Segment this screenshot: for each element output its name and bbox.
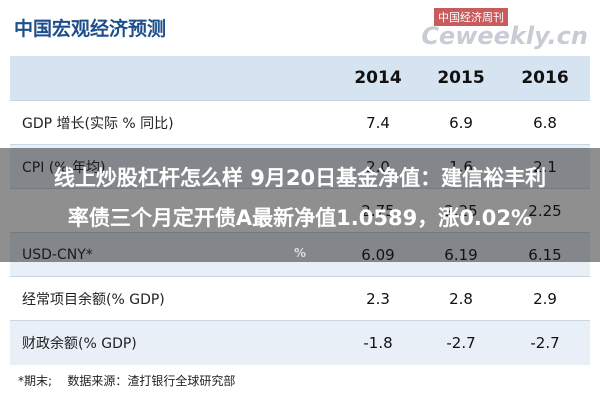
table-row: 2.75 2.25 2.25: [10, 188, 590, 233]
overlay-line: 线上炒股杠杆怎么样 9月20日基金净值：建信裕丰利: [53, 166, 547, 190]
cell-value: 2.9: [533, 290, 557, 308]
footer-note: *期末;: [18, 374, 53, 388]
watermark: 中国经济周刊: [434, 8, 508, 26]
column-header: 2015: [437, 68, 485, 88]
watermark-site: Ceweekly.cn: [421, 22, 588, 50]
table-row: 财政余额(% GDP) -1.8 -2.7 -2.7: [10, 320, 590, 365]
column-header: 2016: [521, 68, 569, 88]
overlay-line: %: [293, 246, 307, 260]
row-label: USD-CNY*: [22, 247, 93, 263]
cell-value: 2.0: [366, 158, 390, 176]
cell-value: 6.09: [361, 246, 395, 264]
overlay-line: 率债三个月定开债A最新净值1.0589，涨0.02%: [67, 206, 533, 230]
cell-value: 2.8: [449, 290, 473, 308]
cell-value: 7.4: [366, 114, 390, 132]
table-row: USD-CNY* 6.09 6.19 6.15: [10, 232, 590, 277]
cell-value: 1.6: [449, 158, 473, 176]
cell-value: 2.25: [528, 202, 562, 220]
cell-value: -2.7: [530, 334, 560, 352]
cell-value: 2.25: [444, 202, 478, 220]
cell-value: 2.1: [533, 158, 557, 176]
cell-value: 6.8: [533, 114, 557, 132]
row-label: CPI (% 年均): [22, 160, 106, 176]
cell-value: -2.7: [446, 334, 476, 352]
table-row: CPI (% 年均) 2.0 1.6 2.1: [10, 144, 590, 189]
title: 中国宏观经济预测: [14, 18, 167, 40]
cell-value: 2.3: [366, 290, 390, 308]
cell-value: -1.8: [363, 334, 393, 352]
footer: *期末; 数据来源：渣打银行全球研究部: [18, 372, 235, 389]
row-label: 财政余额(% GDP): [22, 336, 137, 352]
footer-source: 数据来源：渣打银行全球研究部: [67, 374, 236, 388]
column-header: 2014: [354, 68, 402, 88]
cell-value: 2.75: [361, 202, 395, 220]
row-label: GDP 增长(实际 % 同比): [22, 116, 174, 132]
table-row: GDP 增长(实际 % 同比) 7.4 6.9 6.8: [10, 100, 590, 145]
row-label: 经常项目余额(% GDP): [22, 292, 165, 308]
table-row: 经常项目余额(% GDP) 2.3 2.8 2.9: [10, 276, 590, 321]
cell-value: 6.9: [449, 114, 473, 132]
cell-value: 6.19: [444, 246, 478, 264]
table-header: 2014 2015 2016: [10, 56, 590, 100]
overlay-banner: 线上炒股杠杆怎么样 9月20日基金净值：建信裕丰利 率债三个月定开债A最新净值1.…: [0, 148, 600, 262]
cell-value: 6.15: [528, 246, 562, 264]
